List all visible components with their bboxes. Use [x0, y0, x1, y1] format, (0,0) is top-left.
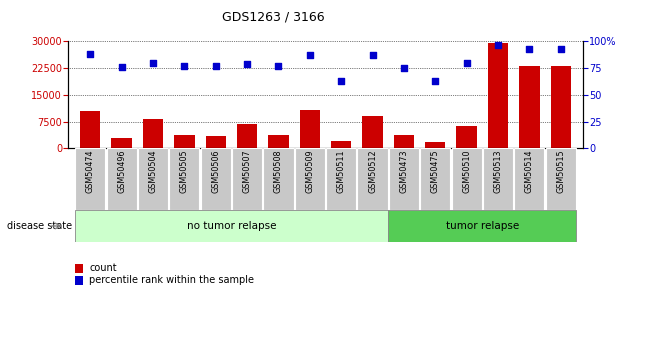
Bar	[514, 148, 544, 210]
Text: GSM50513: GSM50513	[493, 150, 503, 193]
Bar	[488, 43, 508, 148]
Bar	[174, 135, 195, 148]
Bar	[394, 135, 414, 148]
Bar	[551, 66, 571, 148]
Text: GSM50508: GSM50508	[274, 150, 283, 193]
Text: GSM50510: GSM50510	[462, 150, 471, 193]
Bar	[420, 148, 450, 210]
Bar	[111, 138, 132, 148]
Text: GSM50474: GSM50474	[86, 150, 95, 193]
Text: GSM50504: GSM50504	[148, 150, 158, 193]
Text: GSM50507: GSM50507	[243, 150, 251, 193]
Point	[462, 60, 472, 66]
Bar	[206, 136, 226, 148]
Bar	[452, 148, 482, 210]
Bar	[75, 210, 388, 241]
Bar	[425, 142, 445, 148]
Point	[555, 46, 566, 52]
Bar	[264, 148, 294, 210]
Bar	[331, 141, 352, 148]
Text: GSM50511: GSM50511	[337, 150, 346, 193]
Text: GSM50514: GSM50514	[525, 150, 534, 193]
Bar	[519, 66, 540, 148]
Bar	[169, 148, 199, 210]
Text: no tumor relapse: no tumor relapse	[187, 221, 276, 231]
Bar	[268, 135, 288, 148]
Text: GSM50475: GSM50475	[431, 150, 440, 193]
Point	[524, 46, 534, 52]
Bar	[143, 119, 163, 148]
Point	[117, 64, 127, 70]
Text: GSM50505: GSM50505	[180, 150, 189, 193]
Bar	[232, 148, 262, 210]
Point	[336, 78, 346, 84]
Point	[179, 63, 189, 69]
Point	[85, 51, 96, 57]
Text: GSM50506: GSM50506	[211, 150, 220, 193]
Point	[398, 66, 409, 71]
Text: GSM50496: GSM50496	[117, 150, 126, 193]
Text: GSM50473: GSM50473	[400, 150, 408, 193]
Bar	[299, 110, 320, 148]
Bar	[483, 148, 513, 210]
Bar	[76, 148, 105, 210]
Bar	[201, 148, 231, 210]
Point	[493, 42, 503, 47]
Bar	[80, 111, 100, 148]
Text: GSM50509: GSM50509	[305, 150, 314, 193]
Point	[273, 63, 284, 69]
Text: disease state: disease state	[7, 221, 72, 231]
Bar	[107, 148, 137, 210]
Bar	[546, 148, 575, 210]
Point	[210, 63, 221, 69]
Bar	[357, 148, 387, 210]
Text: GDS1263 / 3166: GDS1263 / 3166	[222, 10, 325, 23]
Bar	[295, 148, 325, 210]
Bar	[138, 148, 168, 210]
Point	[367, 52, 378, 58]
Text: percentile rank within the sample: percentile rank within the sample	[89, 276, 254, 285]
Point	[148, 60, 158, 66]
Point	[430, 78, 441, 84]
Point	[305, 52, 315, 58]
Text: tumor relapse: tumor relapse	[446, 221, 519, 231]
Text: GSM50512: GSM50512	[368, 150, 377, 193]
Text: count: count	[89, 264, 117, 273]
Bar	[363, 116, 383, 148]
Bar	[237, 124, 257, 148]
Bar	[388, 210, 576, 241]
Point	[242, 61, 253, 67]
Bar	[326, 148, 356, 210]
Text: GSM50515: GSM50515	[556, 150, 565, 193]
Bar	[456, 126, 477, 148]
Bar	[389, 148, 419, 210]
